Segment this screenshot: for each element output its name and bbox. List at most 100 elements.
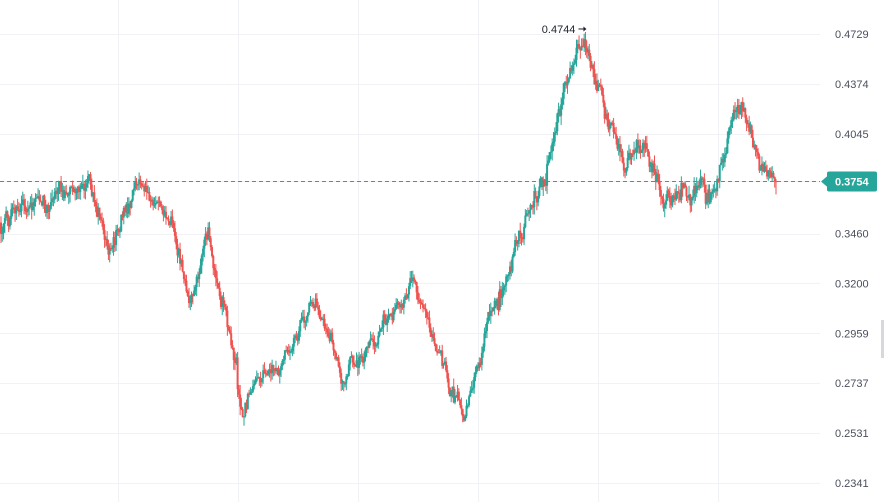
candle: [649, 161, 652, 173]
candle-body: [65, 191, 68, 194]
candle: [115, 224, 118, 251]
scrollbar[interactable]: [881, 320, 884, 358]
candle: [399, 301, 402, 314]
candle: [419, 298, 422, 310]
candle-body: [48, 208, 51, 212]
candle: [344, 382, 347, 388]
candle-body: [263, 370, 266, 374]
candle: [658, 174, 661, 197]
candle: [414, 279, 417, 285]
candle-body: [16, 206, 19, 210]
candle: [225, 303, 228, 317]
candle: [717, 178, 720, 183]
candle-body: [387, 315, 390, 319]
candle: [685, 185, 688, 202]
candle-body: [411, 277, 414, 282]
candle: [268, 363, 271, 378]
candle: [52, 196, 55, 207]
candle-body: [553, 132, 556, 142]
candle: [739, 104, 742, 116]
candle-body: [618, 144, 621, 153]
candle-body: [365, 346, 368, 350]
candle-body: [606, 113, 609, 121]
candle: [186, 289, 189, 298]
candle-body: [428, 317, 431, 328]
candle: [103, 224, 106, 248]
candle: [581, 38, 584, 48]
candle: [129, 200, 132, 216]
candle: [368, 340, 371, 349]
candle: [613, 127, 616, 135]
candle: [544, 173, 547, 192]
candle: [244, 402, 247, 418]
candle-body: [81, 183, 84, 186]
candle: [135, 177, 138, 190]
candle: [552, 131, 555, 152]
candle: [688, 185, 691, 201]
candle: [629, 148, 632, 165]
candle-body: [281, 360, 284, 367]
candle-body: [746, 123, 749, 125]
candle-body: [469, 390, 472, 397]
candle: [427, 312, 430, 320]
candle-body: [423, 307, 426, 309]
candle: [296, 333, 299, 346]
candle: [7, 214, 10, 233]
candle: [161, 204, 164, 214]
candle-body: [407, 286, 410, 295]
candle-body: [33, 201, 36, 207]
y-tick-label: 0.4374: [835, 79, 869, 91]
candle: [379, 327, 382, 333]
candle: [14, 204, 17, 222]
candle-body: [588, 49, 591, 56]
candle-body: [603, 102, 606, 119]
candle-body: [663, 204, 666, 209]
candle-body: [707, 189, 710, 203]
candle-body: [617, 144, 620, 149]
y-axis[interactable]: 0.4729 0.4374 0.4045 0.3460 0.3200 0.2959 0.27…: [835, 29, 869, 490]
candle: [81, 174, 84, 190]
candle-body: [144, 185, 147, 192]
candle-body: [759, 168, 762, 171]
candle: [401, 303, 404, 310]
candle: [383, 310, 386, 324]
candle: [741, 97, 744, 117]
candle: [17, 202, 20, 217]
candle: [437, 349, 440, 354]
candle: [75, 188, 78, 200]
candle-body: [267, 370, 270, 375]
candle-body: [680, 182, 683, 201]
candle-body: [557, 109, 560, 114]
candle-body: [748, 123, 751, 132]
candle: [446, 365, 449, 383]
candle: [16, 198, 19, 211]
candle-body: [524, 215, 527, 228]
candle: [689, 193, 692, 213]
candle-body: [177, 248, 180, 256]
candle-body: [544, 180, 547, 186]
candle-body: [340, 372, 343, 384]
candle: [608, 119, 611, 137]
candle: [555, 122, 558, 135]
candle-body: [124, 207, 127, 213]
y-tick-label: 0.4045: [835, 129, 869, 141]
candle-body: [612, 122, 615, 133]
candle-body: [635, 140, 638, 153]
candle: [634, 147, 637, 154]
candle: [49, 192, 52, 210]
candle: [3, 214, 6, 234]
candle-body: [644, 143, 647, 149]
candle-body: [762, 163, 765, 172]
candle: [250, 388, 253, 396]
candle: [461, 408, 464, 423]
candle: [104, 236, 107, 247]
candle-body: [52, 198, 55, 200]
candle: [726, 131, 729, 154]
candle-body: [157, 201, 160, 203]
candle: [352, 355, 355, 370]
candle: [529, 203, 532, 218]
candle-body: [753, 144, 756, 148]
candle: [474, 366, 477, 382]
candle: [483, 327, 486, 352]
